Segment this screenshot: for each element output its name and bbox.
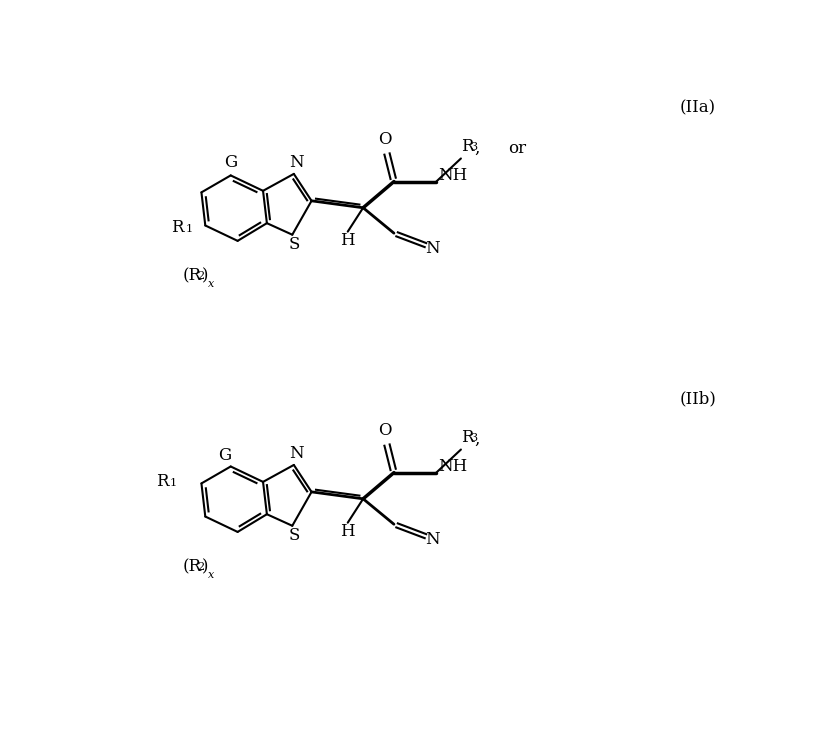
Text: x: x: [208, 279, 214, 289]
Text: H: H: [341, 523, 355, 541]
Text: ): ): [201, 267, 208, 284]
Text: O: O: [378, 422, 391, 438]
Text: G: G: [218, 448, 231, 464]
Text: N: N: [290, 153, 304, 171]
Text: R: R: [172, 219, 184, 237]
Text: G: G: [224, 153, 238, 171]
Text: ): ): [201, 558, 208, 575]
Text: 1: 1: [186, 224, 192, 234]
Text: 2: 2: [197, 271, 204, 281]
Text: 1: 1: [170, 478, 177, 488]
Text: R: R: [461, 138, 474, 156]
Text: ,: ,: [474, 140, 479, 157]
Text: 2: 2: [197, 562, 204, 572]
Text: x: x: [208, 570, 214, 580]
Text: H: H: [341, 232, 355, 249]
Text: R: R: [461, 429, 474, 447]
Text: (IIa): (IIa): [680, 99, 716, 116]
Text: or: or: [508, 140, 526, 157]
Text: O: O: [378, 131, 391, 147]
Text: 3: 3: [470, 141, 478, 151]
Text: S: S: [288, 236, 299, 253]
Text: NH: NH: [438, 167, 467, 184]
Text: N: N: [290, 445, 304, 462]
Text: N: N: [425, 240, 440, 257]
Text: 3: 3: [470, 432, 478, 442]
Text: (IIb): (IIb): [680, 390, 717, 407]
Text: NH: NH: [438, 458, 467, 475]
Text: (R: (R: [182, 267, 201, 284]
Text: S: S: [288, 527, 299, 544]
Text: ,: ,: [474, 431, 479, 448]
Text: R: R: [156, 473, 168, 491]
Text: N: N: [425, 531, 440, 548]
Text: (R: (R: [182, 558, 201, 575]
